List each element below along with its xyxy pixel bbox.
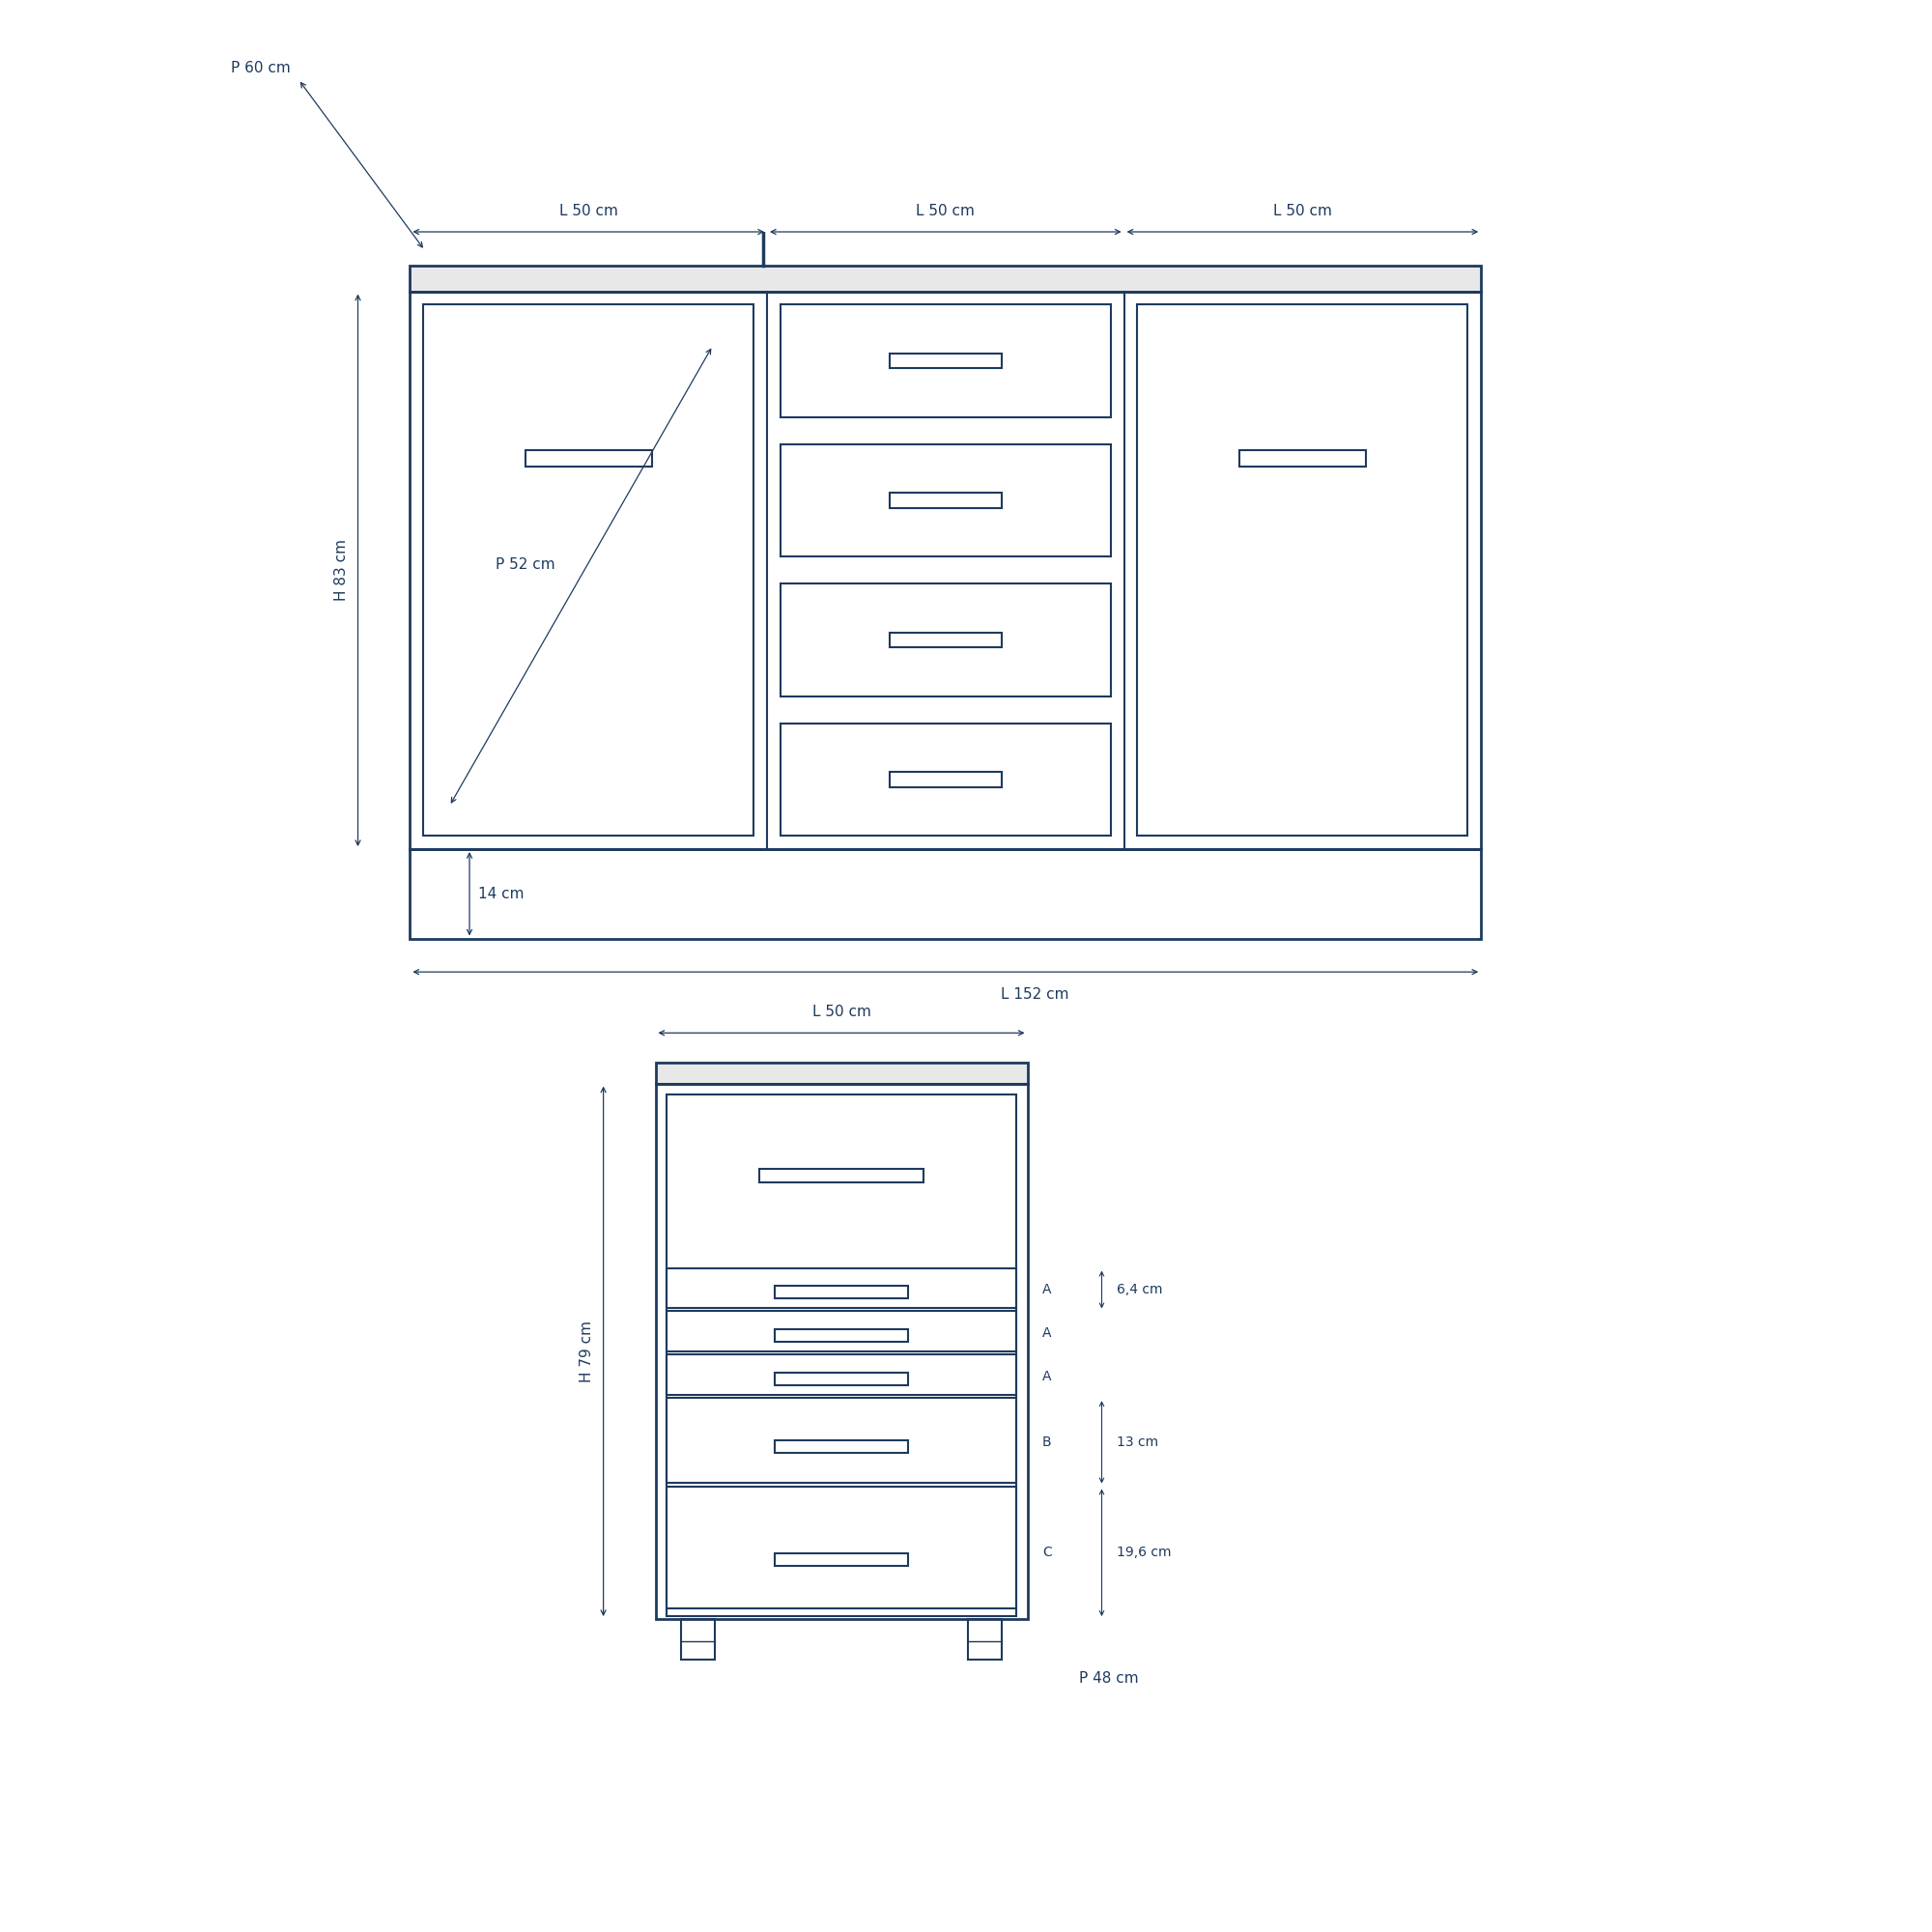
Bar xyxy=(410,850,1482,939)
Bar xyxy=(891,354,1001,369)
Bar xyxy=(842,44,860,71)
Bar xyxy=(781,305,1111,417)
Text: P 52 cm: P 52 cm xyxy=(495,558,554,572)
Bar xyxy=(1238,450,1366,468)
Bar xyxy=(781,583,1111,696)
Bar xyxy=(891,493,1001,508)
Text: L 50 cm: L 50 cm xyxy=(558,205,618,218)
Bar xyxy=(667,1312,1016,1352)
Bar xyxy=(891,773,1001,786)
Bar xyxy=(1138,305,1468,837)
Text: 14 cm: 14 cm xyxy=(479,887,524,900)
Bar xyxy=(781,723,1111,837)
Text: 19,6 cm: 19,6 cm xyxy=(1117,1546,1171,1559)
Text: P 48 cm: P 48 cm xyxy=(1080,1671,1140,1687)
Text: A: A xyxy=(1041,1283,1051,1296)
Bar xyxy=(891,632,1001,647)
Bar xyxy=(775,1372,908,1385)
Bar xyxy=(410,265,1482,292)
Bar xyxy=(655,1063,1028,1084)
Bar xyxy=(759,1169,923,1182)
Text: A: A xyxy=(1041,1370,1051,1383)
Bar xyxy=(526,450,651,468)
Text: L 152 cm: L 152 cm xyxy=(1001,987,1068,1001)
Bar xyxy=(775,1553,908,1565)
Text: B: B xyxy=(1041,1435,1051,1449)
Text: 13 cm: 13 cm xyxy=(1117,1435,1159,1449)
Text: A: A xyxy=(1041,1325,1051,1339)
Bar xyxy=(667,1486,1016,1615)
Bar xyxy=(682,1619,715,1660)
Text: H 83 cm: H 83 cm xyxy=(334,539,350,601)
Bar xyxy=(667,1267,1016,1308)
Bar xyxy=(667,1095,1016,1607)
Text: L 50 cm: L 50 cm xyxy=(811,1005,871,1020)
Bar xyxy=(775,1329,908,1341)
Text: H 79 cm: H 79 cm xyxy=(580,1320,595,1381)
Text: 6,4 cm: 6,4 cm xyxy=(1117,1283,1163,1296)
Text: C: C xyxy=(1041,1546,1051,1559)
Text: L 50 cm: L 50 cm xyxy=(1273,205,1331,218)
Text: L 50 cm: L 50 cm xyxy=(916,205,976,218)
Bar xyxy=(410,292,1482,850)
Bar xyxy=(775,1439,908,1453)
Bar xyxy=(781,444,1111,556)
Bar xyxy=(423,305,753,837)
Bar xyxy=(775,1285,908,1298)
Text: P 60 cm: P 60 cm xyxy=(232,62,292,75)
Bar xyxy=(667,1354,1016,1395)
Bar xyxy=(655,1084,1028,1619)
Bar xyxy=(968,1619,1001,1660)
Bar xyxy=(667,1399,1016,1484)
